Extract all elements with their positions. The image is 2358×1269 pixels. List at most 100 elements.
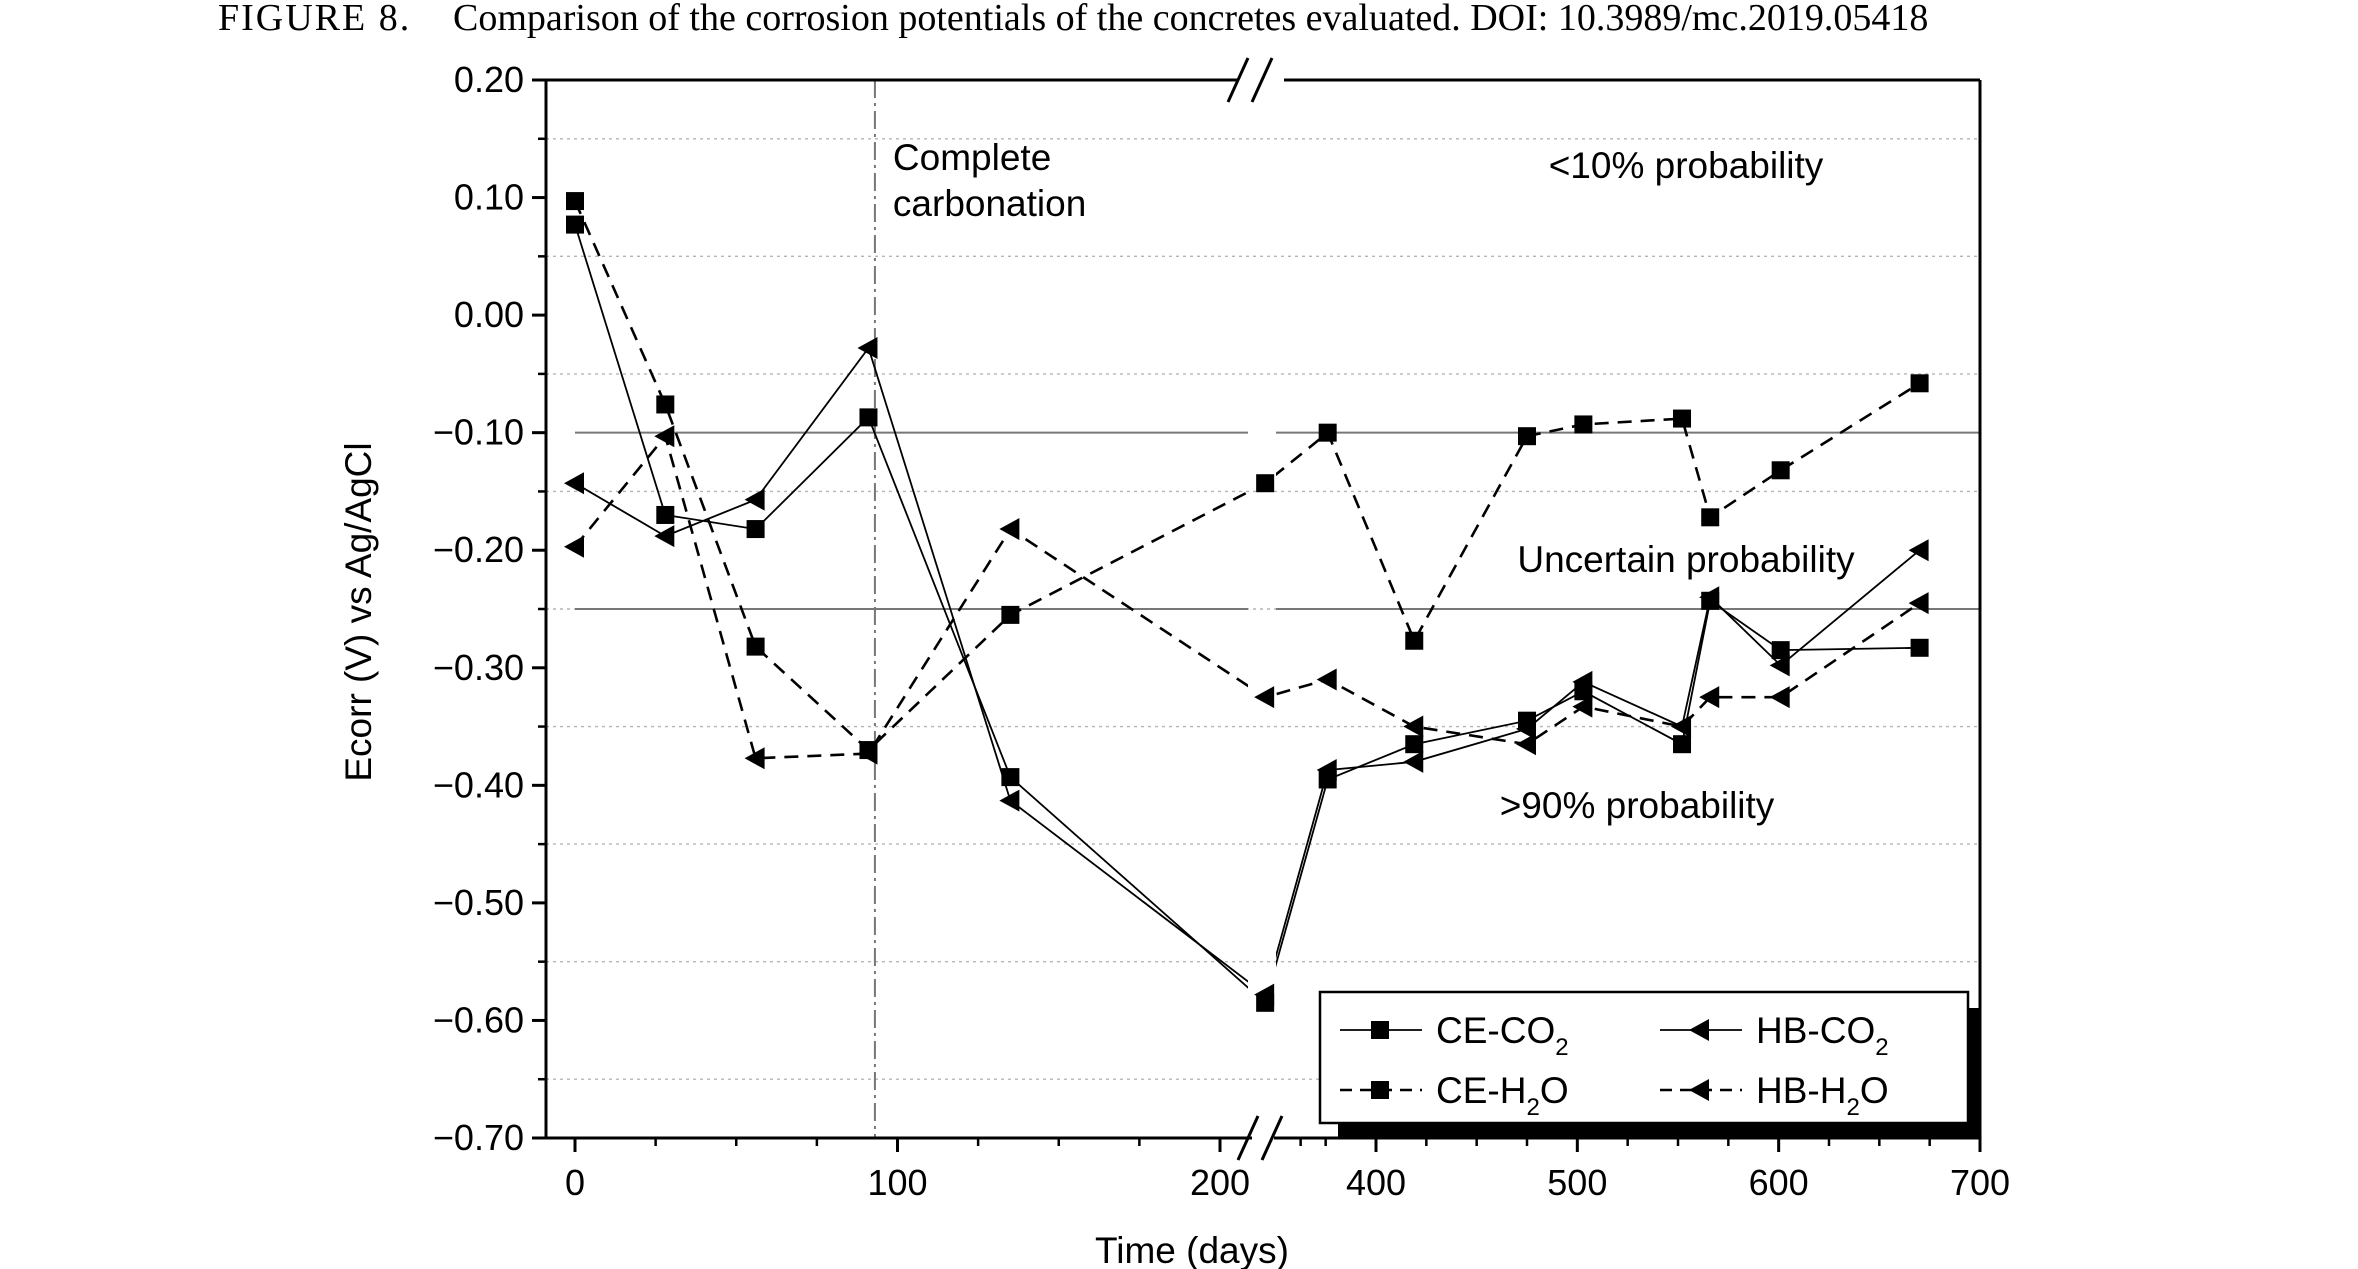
series-line	[1276, 549, 1921, 960]
figure-caption-text: Comparison of the corrosion potentials o…	[453, 0, 1928, 39]
data-point	[1910, 638, 1929, 657]
y-tick-label: −0.30	[433, 647, 524, 688]
data-point	[1256, 474, 1275, 493]
carbonation-label-line1: Complete	[893, 137, 1051, 178]
data-point	[857, 742, 878, 765]
data-point	[1254, 686, 1275, 709]
x-tick-label: 400	[1346, 1162, 1406, 1203]
legend-box	[1318, 990, 1970, 1125]
legend-marker	[1371, 1081, 1389, 1099]
data-point	[1771, 461, 1790, 480]
series-line	[573, 433, 1248, 760]
axis-break-mark	[1250, 57, 1274, 103]
axes: 0.20 0.10 0.00 −0.10 −0.20 −0.30 −0.40 −0.50 −0.…	[433, 57, 2010, 1203]
data-point	[656, 395, 675, 414]
carbonation-label-line2: carbonation	[893, 183, 1086, 224]
data-point	[859, 408, 878, 427]
data-point	[566, 192, 584, 211]
x-tick-label: 0	[565, 1162, 585, 1203]
series-ce-co2	[566, 215, 1929, 1012]
y-tick-label: −0.70	[433, 1117, 524, 1158]
series-line	[574, 224, 1248, 989]
data-point	[1574, 415, 1593, 434]
zone-label: >90% probability	[1500, 785, 1775, 826]
legend: CE-CO2 HB-CO2 CE-H2O HB-H2O	[1318, 990, 1980, 1138]
data-point	[1516, 733, 1536, 756]
data-point	[1318, 423, 1337, 442]
zone-label: <10% probability	[1549, 145, 1824, 186]
data-point	[1771, 641, 1790, 660]
annotations: Complete carbonation <10% probability Uncer…	[893, 137, 1855, 826]
data-point	[744, 488, 765, 511]
data-point	[654, 425, 675, 448]
x-tick-label: 200	[1190, 1162, 1250, 1203]
series-line	[573, 200, 1248, 752]
y-tick-label: −0.10	[433, 412, 524, 453]
legend-marker	[1689, 1079, 1709, 1101]
data-point	[999, 518, 1020, 541]
data-point	[1699, 686, 1720, 709]
series-hb-h2o	[564, 425, 1929, 770]
data-point	[1908, 592, 1929, 615]
series-line	[574, 346, 1248, 983]
data-point	[1316, 668, 1337, 691]
series-ce-h2o	[566, 192, 1929, 760]
data-point	[1403, 750, 1424, 773]
gridlines	[546, 80, 1980, 1138]
data-point	[1001, 768, 1020, 787]
data-point	[1572, 695, 1593, 718]
data-point	[566, 215, 584, 234]
data-point	[564, 535, 584, 558]
data-point	[1316, 759, 1337, 782]
y-tick-label: −0.20	[433, 529, 524, 570]
data-point	[1673, 409, 1692, 428]
data-point	[1671, 715, 1692, 738]
legend-marker	[1689, 1019, 1709, 1041]
x-tick-label: 100	[867, 1162, 927, 1203]
data-point	[1673, 735, 1692, 754]
y-tick-label: −0.60	[433, 999, 524, 1040]
y-tick-label: 0.20	[454, 59, 524, 100]
data-series	[564, 192, 1929, 1012]
data-point	[654, 525, 675, 548]
legend-label: HB-H2O	[1756, 1070, 1889, 1121]
legend-marker	[1371, 1021, 1389, 1039]
data-point	[656, 505, 675, 524]
y-tick-label: −0.50	[433, 882, 524, 923]
data-point	[746, 637, 765, 656]
data-point	[999, 789, 1020, 812]
data-point	[1405, 735, 1424, 754]
data-point	[744, 747, 765, 770]
data-point	[1908, 539, 1929, 562]
x-tick-label: 500	[1547, 1162, 1607, 1203]
y-tick-label: −0.40	[433, 764, 524, 805]
series-line	[1276, 382, 1921, 644]
data-point	[1572, 670, 1593, 693]
axis-break-mark	[1236, 1115, 1260, 1161]
data-point	[746, 520, 765, 539]
axis-break-mark	[1226, 57, 1250, 103]
series-line	[1276, 602, 1921, 746]
legend-label: HB-CO2	[1756, 1010, 1889, 1061]
data-point	[1516, 717, 1536, 740]
zone-label: Uncertain probability	[1517, 539, 1855, 580]
data-point	[1254, 983, 1275, 1006]
y-tick-label: 0.00	[454, 294, 524, 335]
data-point	[1699, 586, 1720, 609]
data-point	[1405, 631, 1424, 650]
series-line	[1276, 599, 1920, 968]
x-tick-label: 700	[1950, 1162, 2010, 1203]
data-point	[1769, 686, 1790, 709]
data-point	[857, 337, 878, 360]
x-tick-label: 600	[1749, 1162, 1809, 1203]
legend-label: CE-H2O	[1436, 1070, 1569, 1121]
x-axis-title: Time (days)	[1095, 1230, 1289, 1269]
data-point	[1518, 427, 1536, 446]
data-point	[1403, 715, 1424, 738]
series-hb-co2	[564, 337, 1929, 1006]
data-point	[1769, 654, 1790, 677]
y-axis-title: Ecorr (V) vs Ag/AgCl	[338, 442, 379, 781]
y-tick-label: 0.10	[454, 177, 524, 218]
data-point	[1001, 605, 1020, 624]
